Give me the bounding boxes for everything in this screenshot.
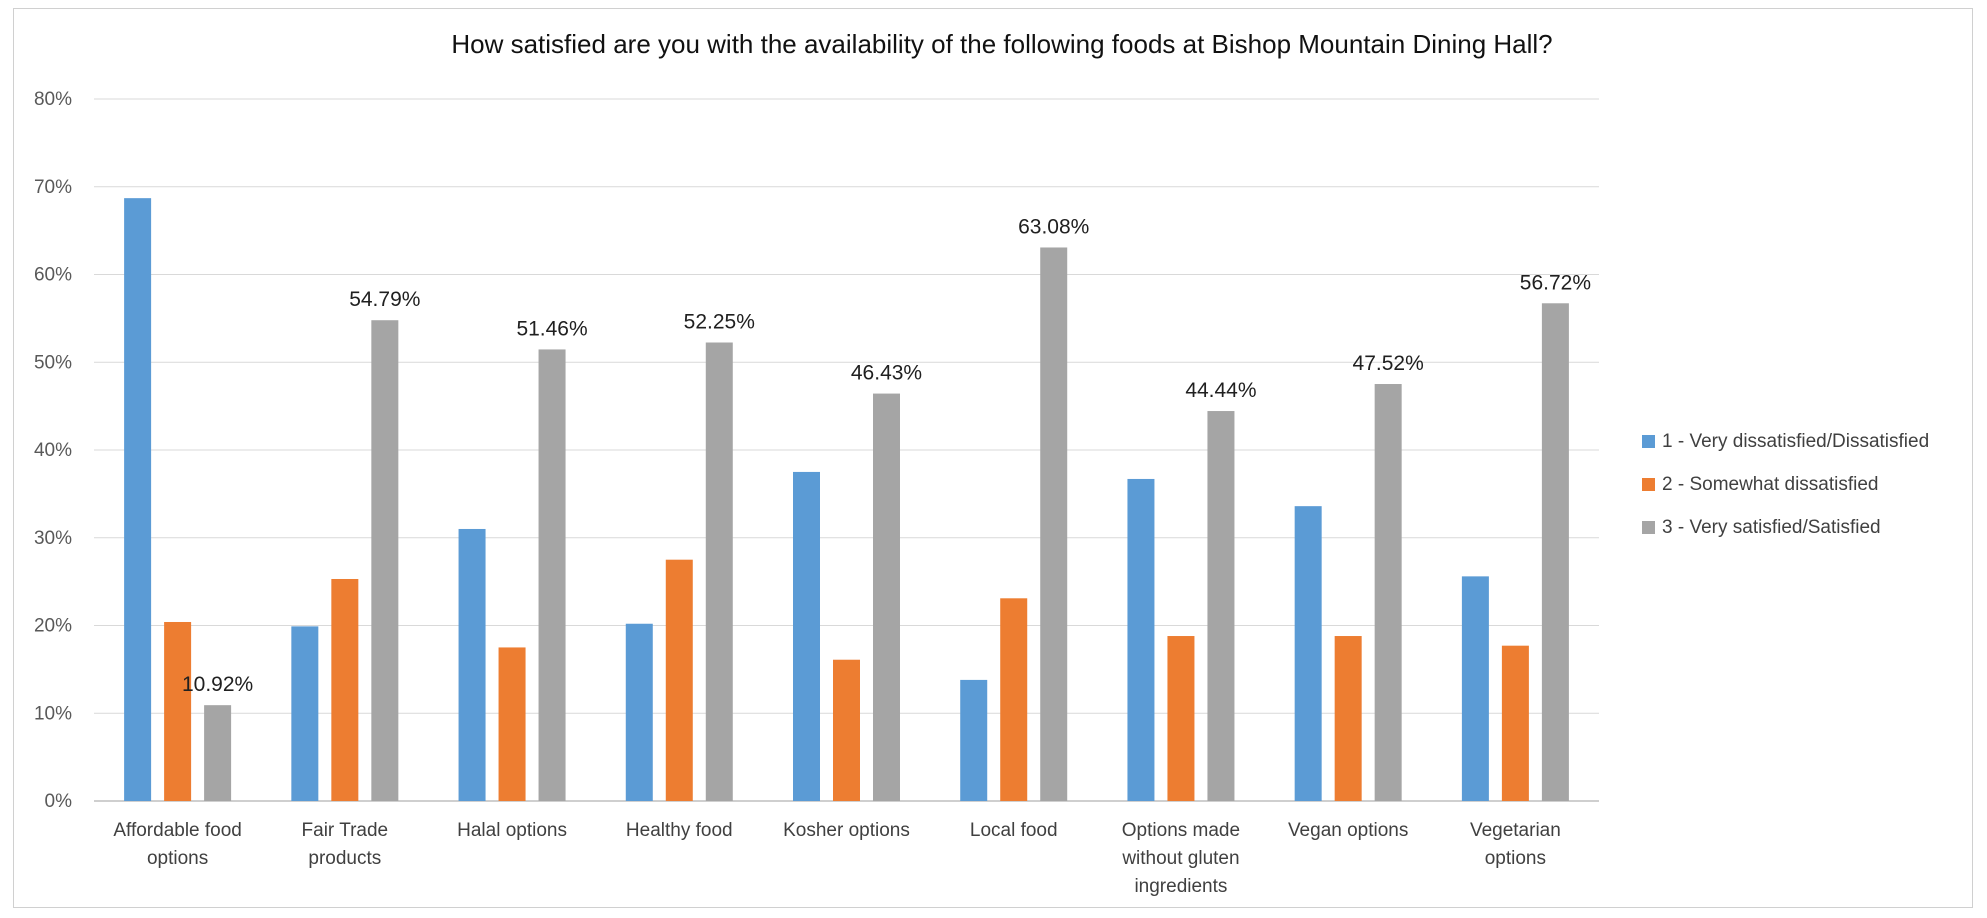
data-label: 44.44% bbox=[1185, 379, 1256, 402]
chart-svg: How satisfied are you with the availabil… bbox=[34, 29, 1929, 897]
x-tick-label: Vegetarian options bbox=[1470, 820, 1561, 869]
bar bbox=[371, 320, 399, 801]
x-tick-label: Local food bbox=[970, 820, 1058, 841]
bar bbox=[1000, 598, 1028, 801]
legend-label: 3 - Very satisfied/Satisfied bbox=[1662, 517, 1881, 538]
data-label: 63.08% bbox=[1018, 215, 1089, 238]
bar bbox=[291, 626, 319, 801]
x-tick-label: Options made without gluten ingredients bbox=[1121, 820, 1240, 897]
bar bbox=[1127, 478, 1155, 801]
bar bbox=[204, 705, 232, 801]
data-label: 56.72% bbox=[1520, 271, 1591, 294]
x-tick-label: Affordable food options bbox=[113, 820, 242, 869]
bar bbox=[705, 342, 733, 801]
y-tick-label: 80% bbox=[34, 89, 72, 110]
legend-label: 1 - Very dissatisfied/Dissatisfied bbox=[1662, 431, 1929, 452]
bar bbox=[1334, 636, 1362, 801]
y-tick-label: 10% bbox=[34, 703, 72, 724]
bar bbox=[124, 198, 152, 802]
x-tick-label: Kosher options bbox=[783, 820, 910, 841]
bar bbox=[1374, 384, 1402, 801]
bar bbox=[873, 393, 900, 801]
x-tick-label: Fair Trade products bbox=[302, 820, 389, 869]
bar bbox=[625, 623, 653, 801]
chart-title: How satisfied are you with the availabil… bbox=[451, 29, 1552, 59]
data-labels: 10.92% 54.79% 51.46% 52.25% 46.43% 63.08% 44.4… bbox=[182, 215, 1591, 696]
data-label: 10.92% bbox=[182, 673, 253, 696]
y-tick-label: 20% bbox=[34, 616, 72, 637]
bar bbox=[1167, 636, 1195, 801]
bar bbox=[331, 578, 359, 801]
bar bbox=[1461, 576, 1489, 801]
y-tick-label: 50% bbox=[34, 352, 72, 373]
data-label: 51.46% bbox=[516, 317, 587, 340]
bar bbox=[1294, 506, 1322, 801]
bar bbox=[1040, 247, 1068, 801]
legend-swatch bbox=[1642, 521, 1655, 534]
bar bbox=[833, 659, 860, 801]
y-axis-tick-labels: 0% 10% 20% 30% 40% 50% 60% 70% 80% bbox=[34, 89, 72, 812]
legend: 1 - Very dissatisfied/Dissatisfied 2 - So… bbox=[1642, 431, 1929, 538]
bar bbox=[793, 471, 820, 801]
legend-swatch bbox=[1642, 478, 1655, 491]
data-label: 52.25% bbox=[684, 311, 755, 334]
bar bbox=[164, 621, 192, 801]
y-tick-label: 60% bbox=[34, 265, 72, 286]
bar bbox=[458, 528, 486, 801]
y-tick-label: 70% bbox=[34, 177, 72, 198]
x-tick-label: Healthy food bbox=[626, 820, 733, 841]
legend-label: 2 - Somewhat dissatisfied bbox=[1662, 474, 1879, 495]
x-axis-category-labels: Affordable food options Fair Trade products… bbox=[113, 820, 1560, 897]
x-tick-label: Vegan options bbox=[1288, 820, 1408, 841]
data-label: 54.79% bbox=[349, 288, 420, 311]
chart-frame: How satisfied are you with the availabil… bbox=[13, 8, 1973, 908]
bar bbox=[960, 679, 988, 801]
bar bbox=[1541, 303, 1569, 801]
bar bbox=[538, 349, 566, 801]
data-label: 46.43% bbox=[851, 362, 922, 385]
bar bbox=[1207, 411, 1235, 801]
data-label: 47.52% bbox=[1353, 352, 1424, 375]
bars bbox=[124, 198, 1569, 802]
bar bbox=[665, 559, 693, 801]
legend-swatch bbox=[1642, 435, 1655, 448]
y-tick-label: 30% bbox=[34, 528, 72, 549]
x-tick-label: Halal options bbox=[457, 820, 567, 841]
y-tick-label: 40% bbox=[34, 440, 72, 461]
bar bbox=[1501, 645, 1529, 801]
y-tick-label: 0% bbox=[45, 791, 73, 812]
bar bbox=[498, 647, 526, 801]
